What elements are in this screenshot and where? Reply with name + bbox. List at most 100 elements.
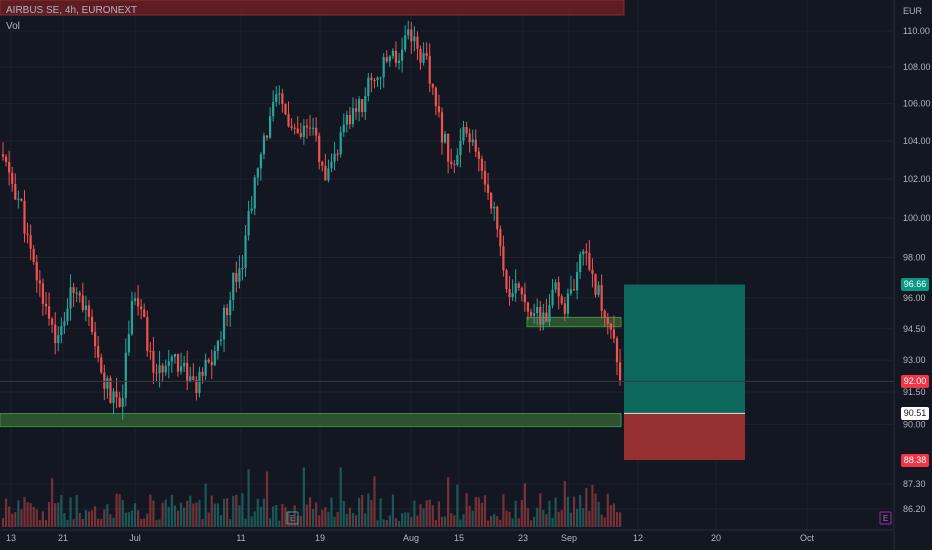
volume-bar [26,502,29,527]
volume-bar [471,510,474,527]
time-tick-label: 21 [58,533,68,543]
volume-bar [612,503,616,527]
candle-body [557,282,560,297]
volume-bar [179,502,183,527]
volume-bar [293,505,296,527]
volume-bar [121,500,124,527]
candle-body [213,351,216,366]
candle-body [579,254,582,273]
candle-body [379,77,382,79]
volume-bar [170,494,173,527]
volume-bar [87,511,91,527]
candle-body [517,283,520,288]
earnings-marker-icon [286,511,299,525]
volume-bar [560,510,563,527]
volume-bar [253,511,256,527]
candle-body [84,305,87,310]
candle-body [109,378,112,404]
volume-bar [536,507,539,527]
volume-bar [413,500,416,527]
volume-bar [155,520,158,527]
volume-bar [149,494,152,527]
candle-body [146,317,149,351]
volume-bar [572,496,576,527]
symbol-title[interactable]: AIRBUS SE, 4h, EURONEXT [6,5,138,16]
candle-body [238,268,241,282]
volume-bar [554,497,557,527]
volume-bar [216,503,219,527]
candle-body [388,56,391,62]
candle-body [397,60,401,63]
volume-bar [358,497,361,527]
volume-bar [167,506,170,527]
volume-bar [327,511,330,527]
candle-body [542,312,545,325]
volume-bar [308,497,312,527]
earnings-upcoming-label: E [883,514,888,523]
volume-bar [305,504,309,527]
candle-body [219,339,223,341]
candle-body [594,273,597,295]
candle-body [127,334,130,353]
candle-body [232,272,235,300]
candle-body [106,378,109,389]
price-tick-label: 96.00 [903,293,926,303]
candle-body [508,289,511,298]
volume-bar [376,520,379,527]
volume-bar [523,483,526,527]
candle-body [318,135,321,162]
volume-bar [103,509,106,527]
volume-bar [265,471,269,527]
candle-body [339,132,342,155]
volume-bar [318,515,321,527]
currency-label[interactable]: EUR [903,6,923,16]
volume-bar [397,520,401,527]
volume-bar [247,469,250,527]
volume-bar [545,514,548,527]
price-tick-label: 87.30 [903,479,926,489]
volume-bar [54,503,57,527]
volume-bar [183,507,186,527]
candle-body [477,151,480,159]
volume-bar [502,494,505,527]
volume-bar [434,520,437,527]
volume-bar [84,509,87,527]
candle-body [376,77,379,81]
candle-body [585,251,588,254]
volume-bar [250,516,253,527]
candle-body [321,161,324,166]
volume-bar [63,513,66,527]
candle-body [130,300,134,335]
candle-body [358,99,361,112]
candle-body [115,391,118,398]
candle-body [143,309,146,318]
candle-body [361,99,364,112]
volume-bar [443,516,447,527]
volume-bar [597,501,600,527]
volume-bar [262,498,266,527]
volume-bar [204,483,207,527]
volume-bar [514,500,517,527]
volume-bar [542,509,545,527]
candle-body [75,292,78,294]
volume-bar [268,518,272,527]
volume-bar [447,477,450,527]
volume-bar [456,484,459,527]
time-tick-label: 11 [236,533,245,543]
volume-bar [333,516,336,527]
volume-bar [401,513,404,527]
candle-body [597,285,600,295]
candle-body [23,200,26,234]
candle-body [305,125,309,128]
volume-legend[interactable]: Vol [6,21,20,32]
candle-body [100,357,103,373]
candle-body [554,282,557,290]
volume-bar [579,494,582,527]
volume-bar [499,519,502,527]
volume-bar [201,519,204,527]
volume-bar [195,502,198,527]
volume-bar [173,505,177,527]
